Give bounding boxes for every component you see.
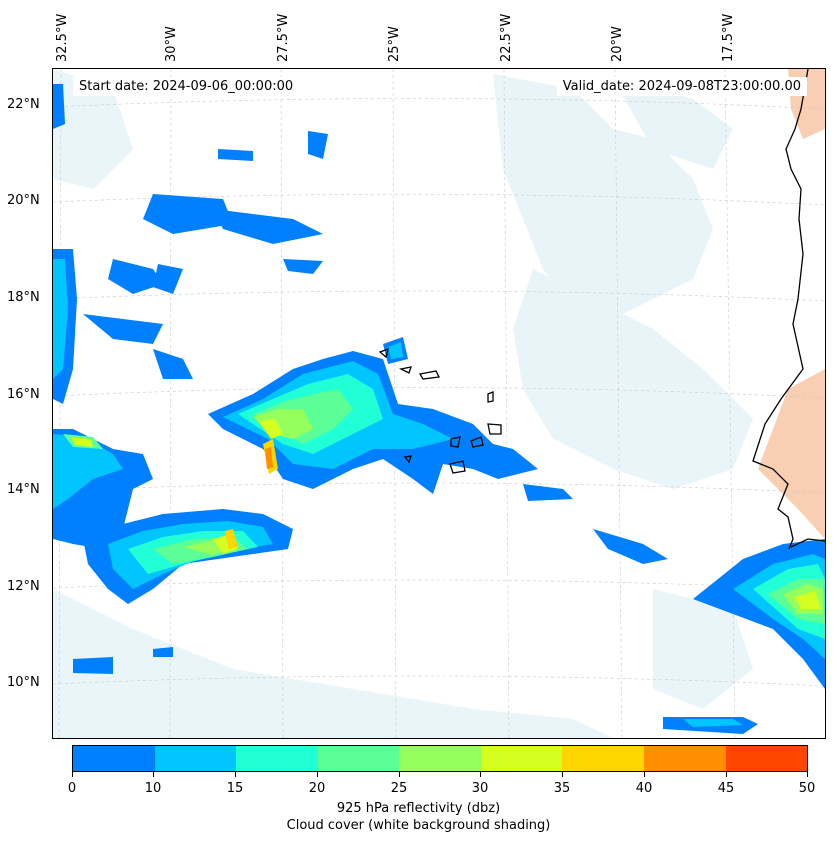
cloud-cover-shading	[53, 69, 753, 738]
colorbar-tick	[480, 772, 481, 777]
colorbar-segment-4	[399, 746, 481, 771]
colorbar-subtitle: Cloud cover (white background shading)	[286, 818, 551, 833]
map-canvas	[53, 69, 825, 738]
lat-label-10n: 10°N	[7, 675, 40, 690]
colorbar-segment-0	[73, 746, 155, 771]
colorbar-tick	[153, 772, 154, 777]
colorbar	[72, 745, 808, 772]
colorbar-tick	[726, 772, 727, 777]
colorbar-tick-label-20: 20	[308, 781, 326, 796]
lon-label-22-5w: 22.5°W	[499, 13, 514, 62]
lat-label-16n: 16°N	[7, 387, 40, 402]
lon-label-30w: 30°W	[164, 26, 179, 62]
colorbar-tick-label-45: 45	[717, 781, 735, 796]
colorbar-tick	[562, 772, 563, 777]
lon-label-25w: 25°W	[387, 26, 402, 62]
colorbar-tick-label-25: 25	[390, 781, 408, 796]
colorbar-tick-label-15: 15	[226, 781, 244, 796]
colorbar-tick-label-35: 35	[553, 781, 571, 796]
start-date-label: Start date: 2024-09-06_00:00:00	[73, 77, 300, 96]
colorbar-tick-label-40: 40	[635, 781, 653, 796]
land-shading	[758, 69, 825, 539]
valid-date-label: Valid_date: 2024-09-08T23:00:00.00	[556, 77, 807, 96]
colorbar-segment-8	[725, 746, 808, 771]
colorbar-tick-label-30: 30	[471, 781, 489, 796]
colorbar-tick-label-0: 0	[67, 781, 77, 796]
colorbar-segment-1	[154, 746, 237, 771]
colorbar-tick	[235, 772, 236, 777]
colorbar-tick	[72, 772, 73, 777]
lon-label-32-5w: 32.5°W	[55, 13, 70, 62]
colorbar-tick	[399, 772, 400, 777]
colorbar-segment-5	[480, 746, 563, 771]
lat-label-14n: 14°N	[7, 482, 40, 497]
colorbar-tick	[644, 772, 645, 777]
lon-label-20w: 20°W	[610, 26, 625, 62]
colorbar-title: 925 hPa reflectivity (dbz)	[336, 801, 501, 816]
map-panel: Start date: 2024-09-06_00:00:00 Valid_da…	[52, 68, 826, 739]
colorbar-tick-label-50: 50	[798, 781, 816, 796]
colorbar-tick	[807, 772, 808, 777]
lat-label-18n: 18°N	[7, 290, 40, 305]
lat-label-12n: 12°N	[7, 579, 40, 594]
reflectivity-contours	[53, 84, 825, 734]
coastline	[378, 69, 825, 550]
colorbar-tick-label-10: 10	[144, 781, 162, 796]
lon-label-27-5w: 27.5°W	[276, 13, 291, 62]
lon-label-17-5w: 17.5°W	[721, 13, 736, 62]
lat-label-22n: 22°N	[7, 97, 40, 112]
colorbar-segment-2	[236, 746, 318, 771]
lat-label-20n: 20°N	[7, 193, 40, 208]
colorbar-tick	[317, 772, 318, 777]
colorbar-segment-3	[317, 746, 400, 771]
colorbar-segment-6	[562, 746, 644, 771]
colorbar-segment-7	[643, 746, 726, 771]
